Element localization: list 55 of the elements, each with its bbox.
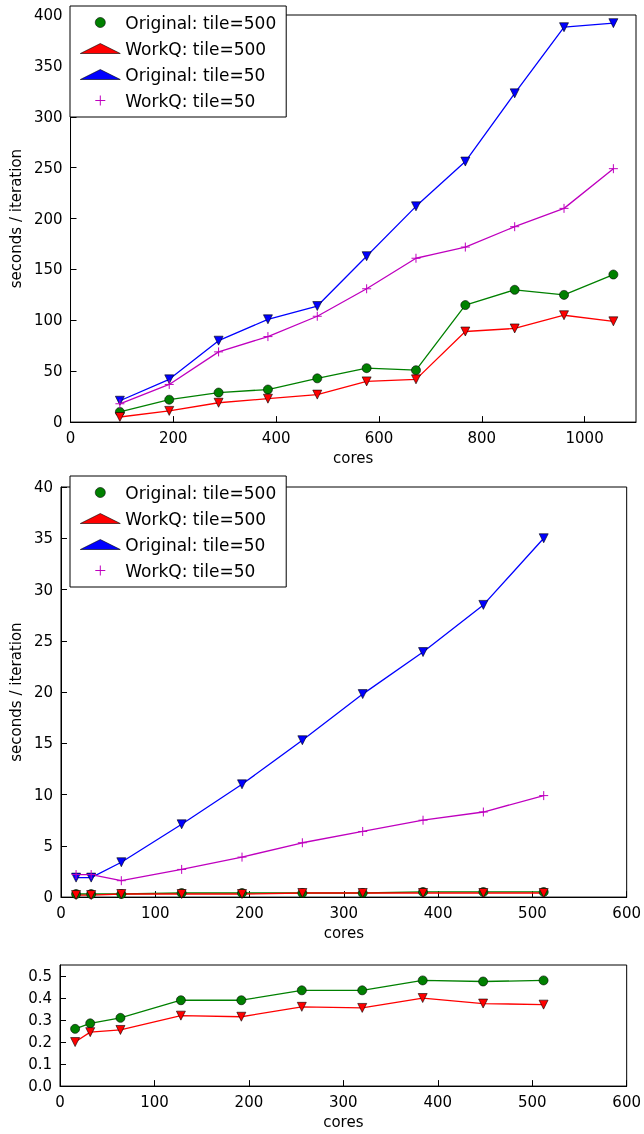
y-tick-label: 250 [33,158,63,177]
y-tick-label: 150 [33,260,63,279]
legend-label: WorkQ: tile=50 [125,560,256,581]
x-tick-label: 100 [140,903,170,922]
x-tick-label: 200 [235,903,264,922]
y-tick-label: 0.2 [28,1033,52,1052]
y-tick-label: 0 [43,888,53,907]
x-tick-label: 400 [261,428,291,447]
x-axis-title: cores [333,448,374,467]
y-tick-label: 40 [33,478,53,496]
legend-label: WorkQ: tile=500 [125,508,267,529]
y-tick-label: 100 [33,311,63,330]
x-tick-label: 100 [140,1092,169,1111]
y-tick-label: 0.4 [28,989,52,1008]
x-tick-label: 500 [517,1092,547,1111]
x-tick-label: 200 [234,1092,264,1111]
y-tick-label: 35 [33,529,53,548]
y-tick-label: 30 [33,580,53,599]
x-tick-label: 600 [364,428,394,447]
y-tick-label: 10 [33,785,53,804]
y-tick-label: 0.3 [28,1011,52,1030]
y-axis-title: seconds / iteration [6,148,25,289]
x-axis-title: cores [323,1112,364,1131]
y-tick-label: 0.5 [28,967,52,986]
legend-label: WorkQ: tile=500 [125,38,267,59]
legend-label: Original: tile=50 [125,64,266,85]
x-tick-label: 200 [159,428,188,447]
legend-label: Original: tile=500 [125,482,277,503]
y-axis-title: seconds / iteration [6,622,25,762]
y-tick-label: 25 [33,631,53,650]
x-tick-label: 300 [329,903,359,922]
legend-label: WorkQ: tile=50 [125,90,256,111]
y-tick-label: 350 [33,56,63,75]
x-tick-label: 1000 [565,428,604,447]
y-tick-label: 0.0 [28,1077,52,1096]
y-tick-label: 200 [33,209,63,228]
x-axis-title: cores [323,923,365,942]
x-tick-label: 400 [423,903,453,922]
y-tick-label: 20 [33,683,53,702]
x-tick-label: 0 [65,428,76,447]
x-tick-label: 600 [612,903,642,922]
legend-label: Original: tile=500 [125,12,277,33]
x-tick-label: 800 [467,428,497,447]
x-tick-label: 500 [518,903,547,922]
y-tick-label: 15 [33,734,53,753]
y-tick-label: 0 [52,413,63,432]
y-tick-label: 5 [43,836,53,855]
x-tick-label: 400 [423,1092,453,1111]
x-tick-label: 300 [329,1092,358,1111]
y-tick-label: 300 [33,107,63,126]
x-tick-label: 600 [612,1092,642,1111]
y-tick-label: 400 [33,6,63,24]
legend-label: Original: tile=50 [125,534,266,555]
y-tick-label: 0.1 [28,1055,52,1074]
y-tick-label: 50 [43,362,63,381]
